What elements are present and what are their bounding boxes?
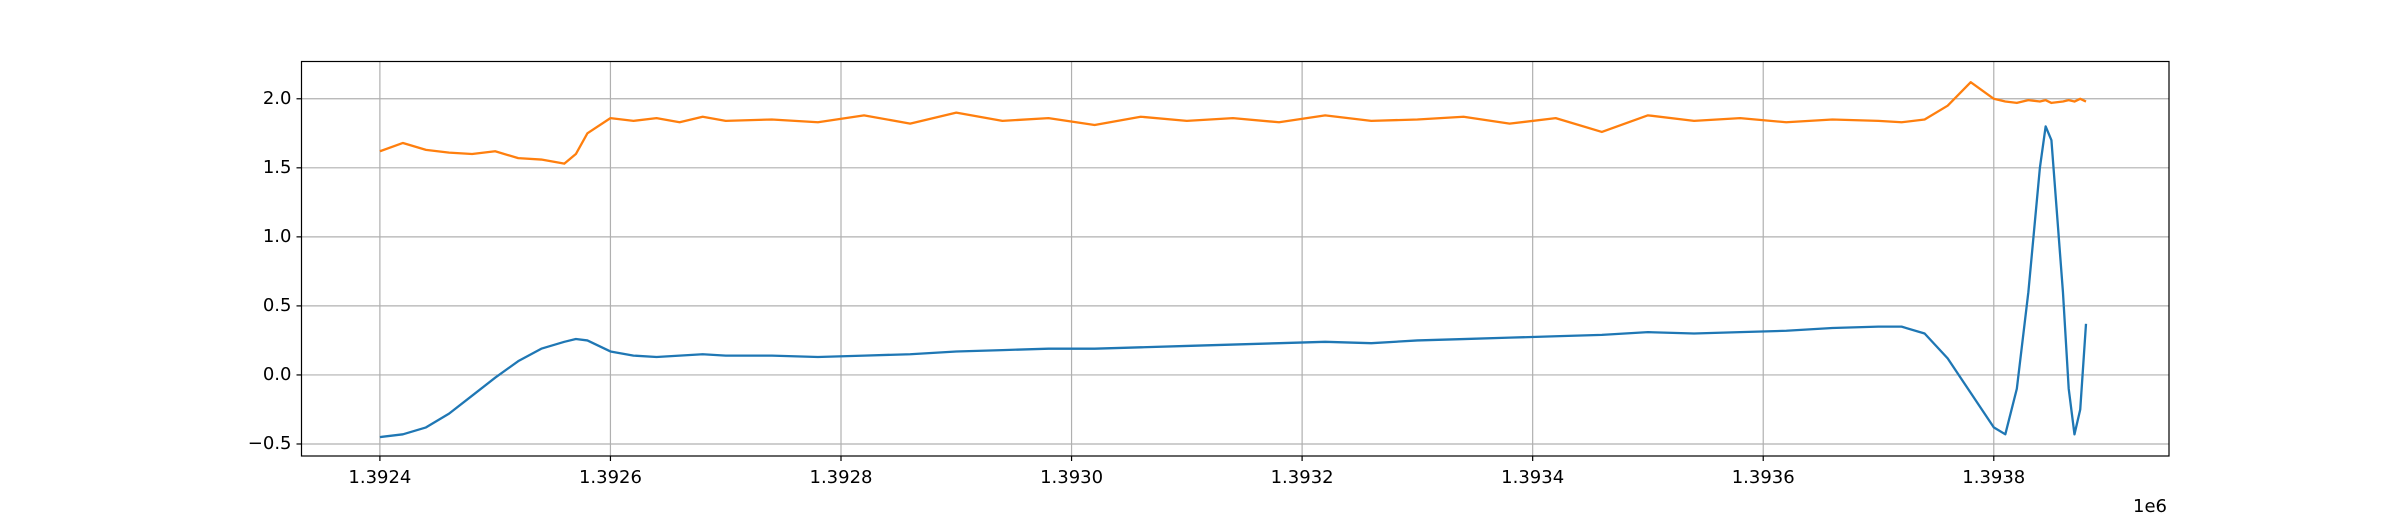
y-tick-label: 0.0 [263, 364, 292, 385]
y-tick-label: 1.0 [263, 226, 292, 247]
plot-frame [300, 60, 2170, 457]
series-line [379, 125, 2088, 439]
x-tick-label: 1.3930 [1040, 467, 1103, 488]
y-tick-label: −0.5 [248, 433, 292, 454]
x-tick-label: 1.3932 [1271, 467, 1334, 488]
y-tick-label: 0.5 [263, 295, 292, 316]
y-tick-label: 2.0 [263, 88, 292, 109]
x-tick-label: 1.3928 [810, 467, 873, 488]
series-line [379, 81, 2087, 165]
x-tick-label: 1.3938 [1962, 467, 2025, 488]
x-tick-label: 1.3924 [348, 467, 411, 488]
x-tick-label: 1.3936 [1732, 467, 1795, 488]
x-offset-label: 1e6 [2133, 496, 2167, 517]
x-tick-label: 1.3926 [579, 467, 642, 488]
x-tick-label: 1.3934 [1501, 467, 1564, 488]
y-tick-label: 1.5 [263, 157, 292, 178]
